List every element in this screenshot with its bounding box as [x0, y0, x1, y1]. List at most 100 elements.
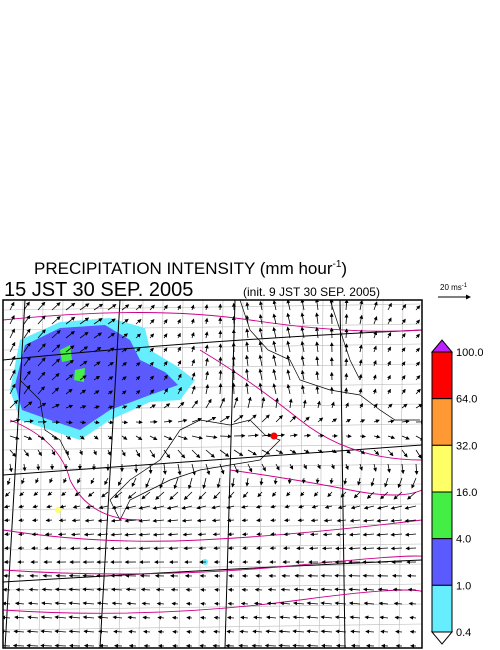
wind-vector [26, 643, 39, 648]
wind-vector [213, 491, 221, 500]
grid-line [198, 300, 204, 648]
wind-vector [121, 318, 129, 325]
wind-vector [284, 518, 291, 523]
wind-vector [65, 331, 75, 339]
wind-vectors [3, 300, 422, 648]
wind-vector [404, 518, 417, 523]
wind-vector [107, 376, 114, 381]
wind-vector [401, 375, 406, 381]
wind-vector [135, 376, 141, 381]
wind-vector [317, 449, 324, 454]
wind-vector [177, 463, 182, 476]
wind-vector [138, 518, 151, 523]
wind-vector [261, 433, 272, 438]
wind-vector [196, 518, 207, 523]
wind-vector [143, 629, 151, 634]
wind-vector [300, 340, 305, 353]
wind-vector [54, 643, 67, 648]
wind-vector [415, 305, 421, 311]
wind-vector [350, 629, 361, 634]
wind-vector [32, 518, 39, 523]
wind-vector [46, 504, 53, 509]
wind-vector [315, 385, 320, 395]
wind-vector [401, 347, 406, 353]
wind-vector [293, 587, 305, 592]
wind-vector [279, 615, 291, 620]
map [3, 300, 422, 648]
wind-vector [149, 347, 154, 353]
wind-vector [272, 313, 277, 325]
colorbar-label: 64.0 [456, 394, 477, 406]
wind-vector [82, 615, 95, 620]
wind-vector [54, 601, 67, 606]
colorbar-label: 4.0 [456, 534, 471, 546]
wind-vector [40, 615, 53, 620]
wind-vector [177, 386, 182, 395]
wind-vector [36, 463, 41, 471]
wind-vector [110, 546, 123, 551]
wind-vector [316, 463, 321, 470]
colorbar-segment [431, 538, 453, 586]
wind-vector [379, 615, 389, 620]
wind-vector [148, 463, 153, 475]
wind-vector [315, 326, 320, 339]
wind-vector [363, 505, 375, 510]
colorbar-segment [431, 491, 453, 540]
wind-vector [51, 316, 61, 325]
wind-vector [68, 629, 81, 634]
wind-vector [197, 532, 207, 537]
wind-vector [401, 435, 410, 440]
wind-vector [125, 587, 137, 592]
wind-vector [373, 434, 381, 439]
wind-vector [261, 414, 270, 423]
wind-vector [315, 341, 320, 353]
wind-vector [121, 435, 128, 440]
wind-vector [315, 477, 320, 484]
wind-vector [395, 629, 403, 634]
wind-vector [353, 491, 361, 499]
wind-vector [373, 301, 378, 311]
wind-vector [159, 477, 165, 489]
wind-vector [26, 629, 39, 634]
wind-vector [90, 477, 95, 485]
wind-vector [177, 449, 186, 459]
wind-vector [233, 396, 239, 409]
wind-vector [387, 435, 396, 440]
wind-vector [401, 449, 408, 458]
wind-vector [272, 354, 277, 367]
wind-vector [205, 416, 217, 423]
wind-vector [57, 532, 67, 537]
wind-vector [118, 477, 123, 487]
wind-vector [274, 397, 279, 409]
wind-vector [286, 369, 291, 381]
wind-vector [280, 587, 291, 592]
wind-vector [415, 435, 422, 441]
isobars [3, 312, 422, 614]
wind-vector [334, 615, 347, 620]
wind-vector [114, 491, 123, 499]
wind-vector [3, 587, 11, 592]
wind-vector [415, 375, 421, 381]
wind-vector [37, 402, 47, 409]
wind-vector [358, 329, 363, 339]
wind-vector [110, 532, 123, 537]
wind-vector [303, 463, 307, 470]
wind-vector [83, 629, 95, 634]
wind-vector [138, 532, 151, 537]
wind-vector [303, 449, 310, 454]
marker [270, 432, 278, 440]
wind-vector [187, 477, 193, 490]
colorbar-label: 100.0 [456, 347, 484, 359]
wind-vector [245, 477, 250, 487]
wind-vector [191, 463, 196, 476]
wind-vector [287, 477, 292, 485]
wind-vector [362, 532, 375, 537]
wind-vector [124, 532, 137, 537]
wind-vector [59, 504, 67, 509]
wind-vector [349, 532, 361, 537]
wind-vector [205, 384, 210, 395]
wind-vector [275, 449, 284, 454]
wind-vector [121, 390, 127, 395]
wind-vector [23, 370, 31, 381]
wind-vector [191, 345, 195, 353]
